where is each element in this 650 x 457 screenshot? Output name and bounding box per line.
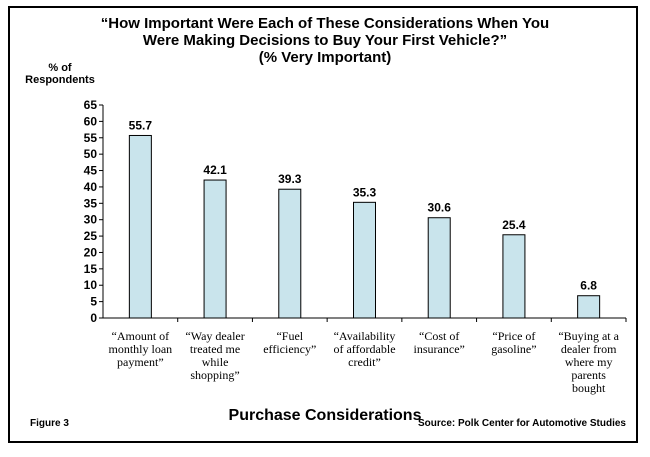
bar — [353, 201, 376, 319]
y-tick-label: 40 — [84, 180, 98, 194]
category-label: “Amount of — [112, 329, 170, 343]
category-label: parents — [571, 368, 606, 382]
category-label: credit” — [348, 355, 381, 369]
bar — [577, 295, 601, 319]
category-label: payment” — [117, 355, 164, 369]
data-label: 39.3 — [278, 172, 302, 186]
category-label: “Fuel — [276, 329, 303, 343]
category-label: dealer from — [561, 342, 617, 356]
category-label: “Way dealer — [185, 329, 244, 343]
y-tick-label: 15 — [84, 262, 98, 276]
category-label: “Price of — [492, 329, 535, 343]
y-axis-label-line: Respondents — [25, 74, 95, 86]
y-tick-label: 25 — [84, 229, 98, 243]
figure-label: Figure 3 — [30, 418, 69, 429]
y-tick-label: 10 — [84, 278, 98, 292]
y-tick-label: 0 — [90, 311, 97, 325]
chart-title: “How Important Were Each of These Consid… — [101, 15, 549, 66]
chart-title-line: Were Making Decisions to Buy Your First … — [143, 32, 507, 49]
category-label: of affordable — [333, 342, 395, 356]
y-tick-label: 45 — [84, 164, 98, 178]
data-label: 30.6 — [428, 201, 452, 215]
source-note: Source: Polk Center for Automotive Studi… — [418, 418, 626, 429]
chart-title-line: (% Very Important) — [259, 49, 392, 66]
bar — [502, 234, 526, 319]
bar — [427, 217, 451, 319]
bar — [128, 134, 152, 319]
category-label: “Buying at a — [558, 329, 619, 343]
bar — [278, 188, 302, 319]
y-tick-label: 5 — [90, 295, 97, 309]
category-label: “Availability — [334, 329, 396, 343]
category-label: gasoline” — [491, 342, 536, 356]
axes — [99, 104, 627, 322]
y-tick-label: 35 — [84, 196, 98, 210]
category-label: shopping” — [190, 368, 239, 382]
y-tick-labels: 0 5 10 15 20 25 30 35 40 45 50 55 60 65 — [84, 98, 98, 325]
y-tick-label: 55 — [84, 131, 98, 145]
category-label: where my — [565, 355, 613, 369]
data-label: 6.8 — [580, 279, 597, 293]
category-label: insurance” — [414, 342, 465, 356]
category-label: “Cost of — [419, 329, 459, 343]
bar — [203, 179, 227, 319]
category-label: while — [202, 355, 229, 369]
y-tick-label: 60 — [84, 114, 98, 128]
bars — [128, 134, 601, 319]
category-label: bought — [572, 381, 606, 395]
chart-title-line: “How Important Were Each of These Consid… — [101, 15, 549, 32]
category-label: efficiency” — [263, 342, 316, 356]
data-label: 35.3 — [353, 185, 377, 199]
y-tick-label: 30 — [84, 213, 98, 227]
y-tick-label: 65 — [84, 98, 98, 112]
x-axis-title: Purchase Considerations — [229, 407, 422, 424]
category-label: treated me — [190, 342, 240, 356]
chart-frame: “How Important Were Each of These Consid… — [8, 6, 638, 443]
data-labels: 55.7 42.1 39.3 35.3 30.6 25.4 6.8 — [129, 118, 598, 292]
y-axis-label-line: % of — [48, 62, 72, 74]
data-label: 25.4 — [502, 218, 526, 232]
y-tick-label: 20 — [84, 245, 98, 259]
category-label: monthly loan — [109, 342, 173, 356]
data-label: 42.1 — [203, 163, 227, 177]
chart: “How Important Were Each of These Consid… — [25, 15, 627, 429]
y-tick-label: 50 — [84, 147, 98, 161]
data-label: 55.7 — [129, 118, 153, 132]
